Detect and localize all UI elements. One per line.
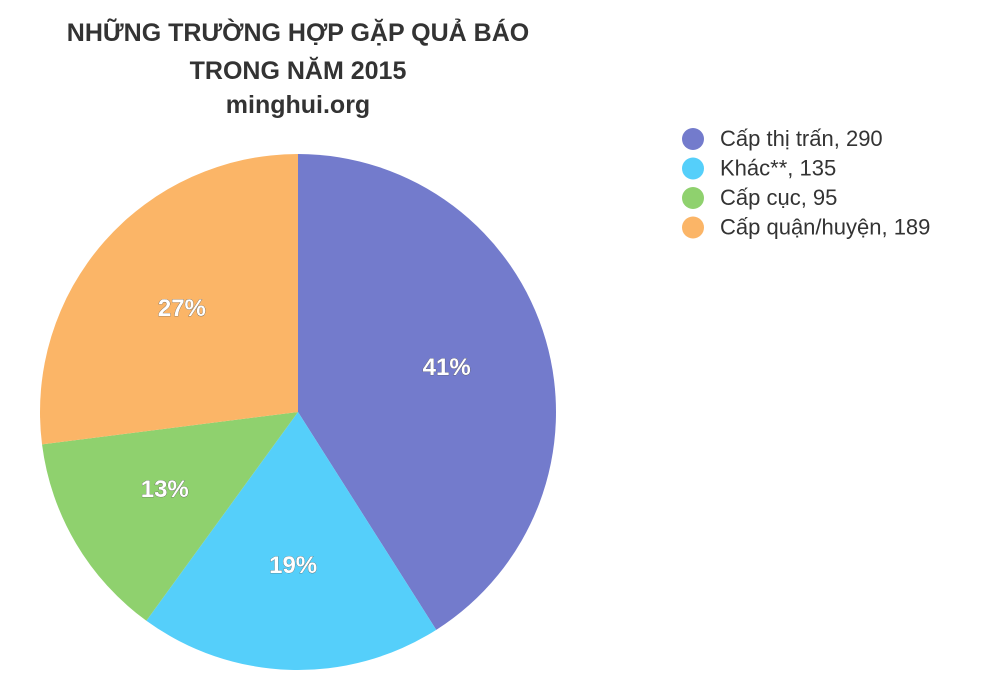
legend-swatch [682,157,704,180]
legend-swatch [682,187,704,209]
slice-label: 27% [158,295,206,322]
legend-swatch [682,216,704,239]
legend-swatch [682,128,704,150]
chart-subtitle: minghui.org [225,91,371,119]
slice-label: 19% [269,552,317,579]
chart-title: NHỮNG TRƯỜNG HỢP GẶP QUẢ BÁO TRONG NĂM 2… [66,19,530,85]
legend-label: Khác**, 135 [720,155,836,180]
legend-label: Cấp thị trấn, 290 [720,126,883,151]
legend-label: Cấp cục, 95 [720,185,837,210]
pie-slice [42,412,298,621]
legend-label: Cấp quận/huyện, 189 [720,214,930,239]
slice-label: 41% [423,354,471,381]
pie-slice [298,154,556,630]
slice-label: 13% [141,476,189,503]
pie-slice [39,154,298,445]
pie-slice [146,412,437,670]
